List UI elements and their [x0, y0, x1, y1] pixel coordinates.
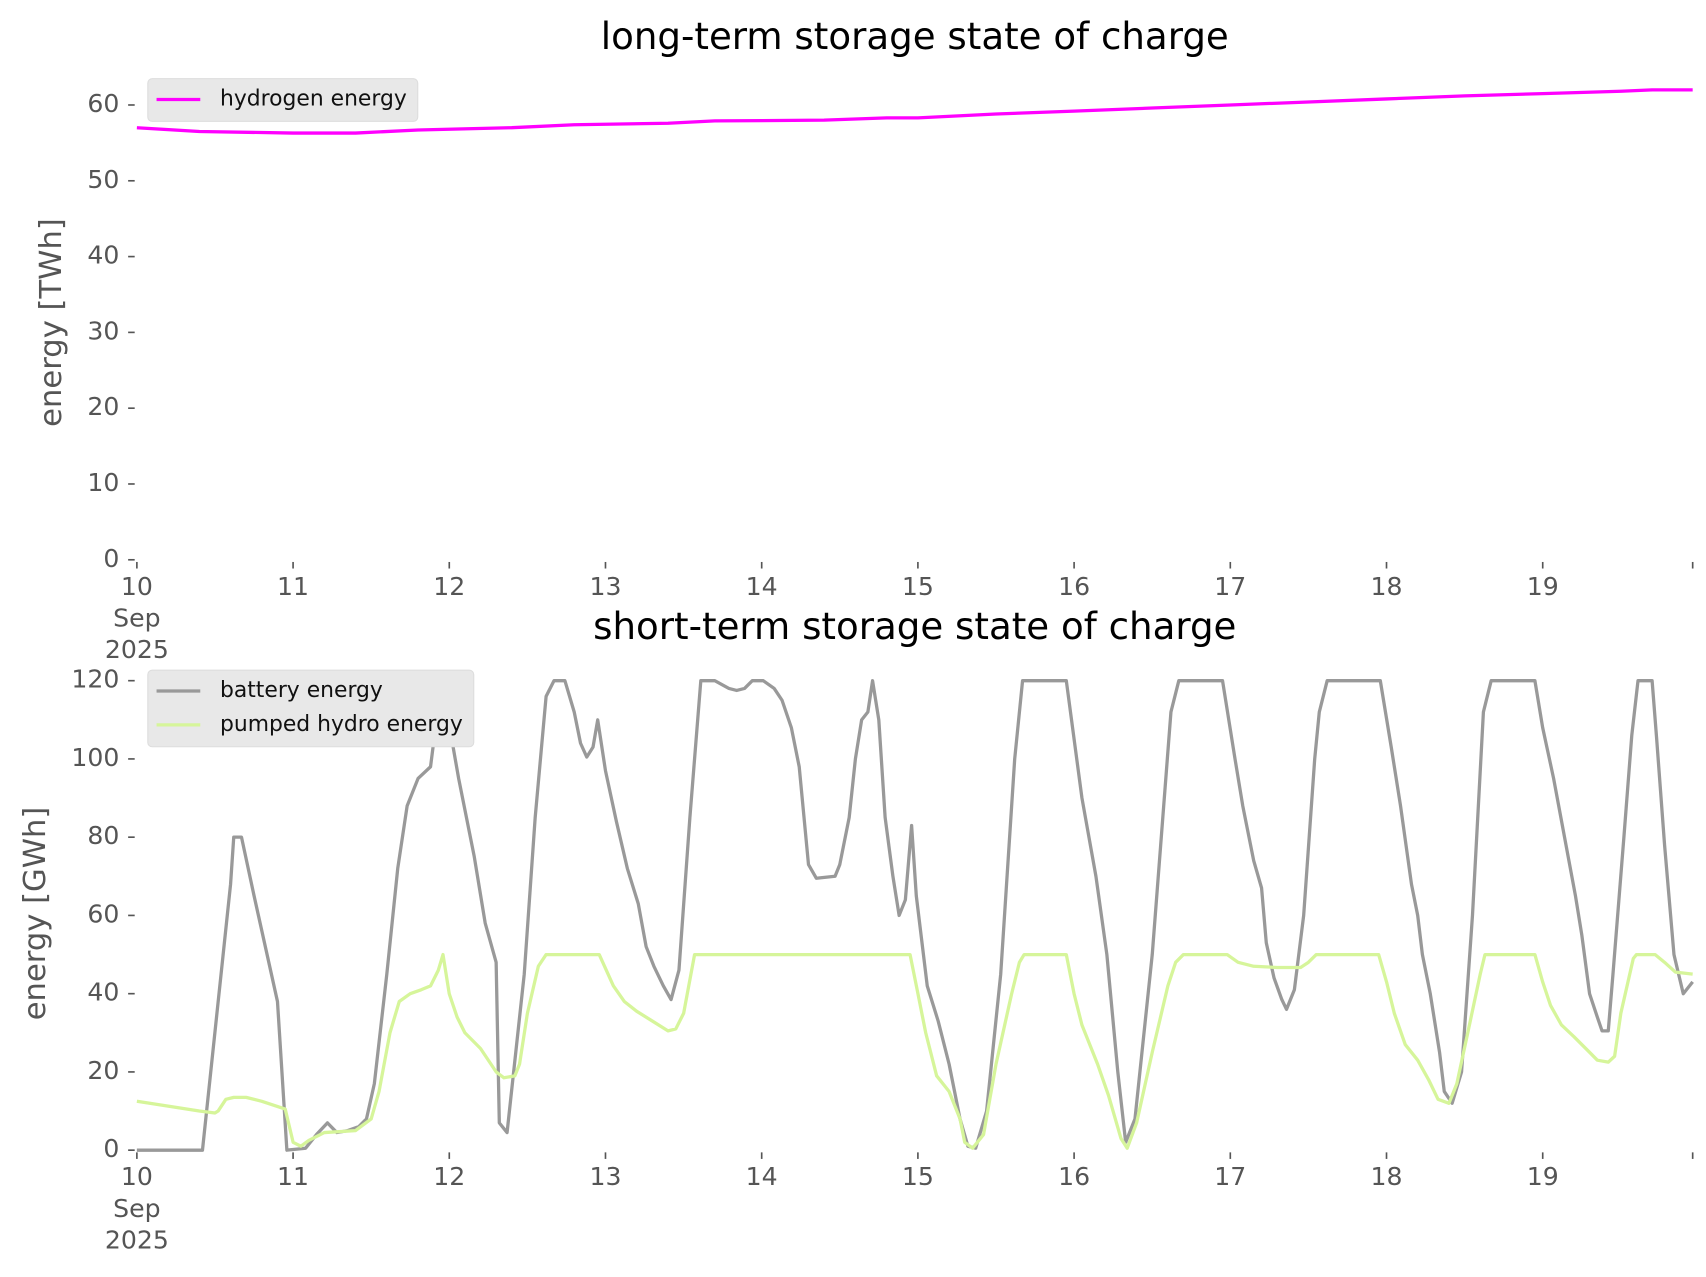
- legend-box: [147, 669, 475, 748]
- y-tick-label: 20: [87, 1056, 119, 1085]
- legend-label: pumped hydro energy: [220, 712, 463, 737]
- y-tick-label: 100: [71, 743, 119, 772]
- legend: battery energy pumped hydro energy: [147, 669, 475, 748]
- x-tick-label-box: 13: [589, 1163, 622, 1192]
- legend-label: battery energy: [220, 678, 383, 703]
- chart-title: long-term storage state of charge: [601, 14, 1229, 58]
- x-tick-label: 16: [1058, 1163, 1091, 1192]
- x-tick-label-box: 18: [1370, 572, 1403, 602]
- y-tick-label: 40: [87, 241, 119, 270]
- y-tick-label: 40: [87, 978, 119, 1007]
- x-tick-label-box: 10 Sep 2025: [104, 1163, 169, 1256]
- x-tick-label: 17: [1214, 1163, 1247, 1192]
- legend-box: [147, 78, 419, 122]
- legend: hydrogen energy: [147, 78, 419, 122]
- x-tick-label-box: 17: [1214, 572, 1247, 602]
- x-tick-label-box: 15: [901, 572, 934, 602]
- x-tick-label-box: 13: [589, 572, 622, 602]
- x-tick-label: 18: [1370, 1163, 1403, 1192]
- y-axis-label: energy [GWh]: [18, 807, 53, 1021]
- series-line: [136, 679, 1694, 1152]
- series-line: [136, 88, 1693, 135]
- y-tick-label: 30: [87, 316, 119, 345]
- y-axis-label: energy [TWh]: [34, 218, 69, 427]
- x-tick-label: 14: [745, 572, 778, 602]
- y-tick-label: 60: [87, 899, 119, 928]
- x-tick-label: 16: [1058, 572, 1091, 602]
- x-tick-label: 13: [589, 572, 622, 602]
- x-tick-label-box: 19: [1526, 572, 1559, 602]
- y-tick-label: 80: [87, 821, 119, 850]
- x-tick-label-box: 12: [433, 572, 466, 602]
- chart-title: short-term storage state of charge: [593, 604, 1236, 648]
- y-tick-label: 20: [87, 392, 119, 421]
- series-line: [136, 952, 1693, 1150]
- x-tick-label-box: 11: [277, 1163, 310, 1192]
- x-tick-label: 11: [277, 572, 310, 602]
- x-tick-label: 15: [901, 572, 934, 602]
- x-tick-label: 10 Sep 2025: [104, 572, 169, 665]
- y-tick-label: 120: [71, 665, 119, 694]
- x-tick-label: 11: [277, 1163, 310, 1192]
- y-tick-label: 0: [103, 1134, 119, 1163]
- y-tick-label: 60: [87, 89, 119, 118]
- x-tick-label: 14: [745, 1163, 778, 1192]
- x-tick-label-box: 19: [1526, 1163, 1559, 1192]
- x-tick-label: 19: [1526, 1163, 1559, 1192]
- x-tick-label-box: 14: [745, 572, 778, 602]
- x-tick-label-box: 15: [901, 1163, 934, 1192]
- x-tick-label-box: 14: [745, 1163, 778, 1192]
- x-tick-label: 12: [433, 1163, 466, 1192]
- x-tick-label: 17: [1214, 572, 1247, 602]
- y-tick-label: 10: [87, 468, 119, 497]
- x-tick-label: 12: [433, 572, 466, 602]
- x-tick-label-box: 11: [277, 572, 310, 602]
- legend-label: hydrogen energy: [220, 86, 407, 111]
- y-tick-label: 50: [87, 165, 119, 194]
- y-tick-label: 0: [103, 544, 119, 573]
- x-tick-label: 15: [901, 1163, 934, 1192]
- x-tick-label: 13: [589, 1163, 622, 1192]
- x-tick-label-box: 18: [1370, 1163, 1403, 1192]
- x-tick-label: 18: [1370, 572, 1403, 602]
- x-tick-label: 19: [1526, 572, 1559, 602]
- x-tick-label-box: 10 Sep 2025: [104, 572, 169, 665]
- x-tick-label-box: 16: [1058, 572, 1091, 602]
- x-tick-label-box: 12: [433, 1163, 466, 1192]
- x-tick-label-box: 17: [1214, 1163, 1247, 1192]
- x-tick-label-box: 16: [1058, 1163, 1091, 1192]
- x-tick-label: 10 Sep 2025: [104, 1163, 169, 1256]
